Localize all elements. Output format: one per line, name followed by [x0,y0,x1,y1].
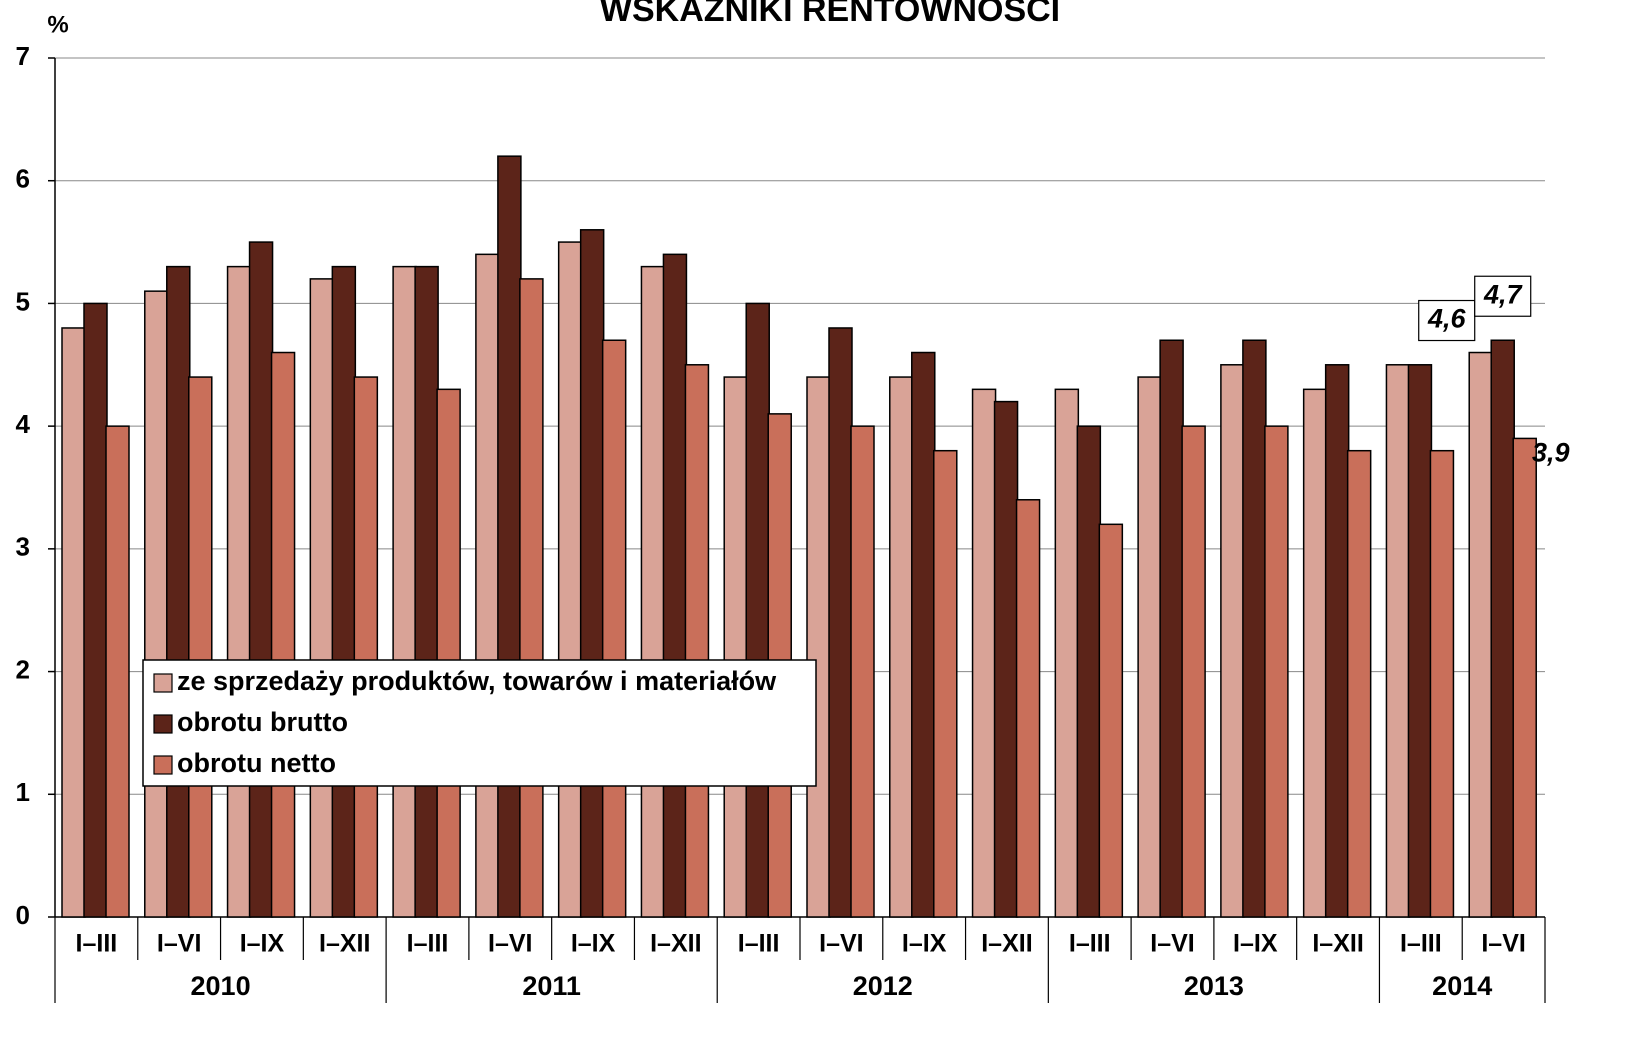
bar [1076,425,1102,918]
bar [933,449,958,918]
bar [475,253,500,918]
bar [828,327,853,918]
bar [436,388,461,918]
bar [579,229,605,918]
x-tick-label: I–XII [319,930,370,958]
bar [1264,425,1289,918]
y-tick-label: 2 [16,654,30,684]
bar [971,388,997,918]
bar [662,253,688,918]
x-tick-label: I–III [76,930,118,958]
bar [911,351,936,918]
y-tick-label: 3 [16,532,30,562]
bar [353,376,379,918]
bar [745,302,770,918]
x-tick-label: I–VI [488,930,532,958]
bar [226,265,252,918]
chart-title: WSKAŹNIKI RENTOWNOŚCI [600,0,1060,29]
bar [723,376,748,918]
y-tick-label: 0 [16,900,30,930]
y-axis-label: % [47,11,68,38]
bar [1407,364,1433,918]
bar [519,278,544,918]
bar [309,278,335,918]
bar [1181,425,1206,918]
bar [1324,364,1350,918]
x-tick-label: I–XII [1312,930,1363,958]
data-label: 4,7 [1483,279,1524,309]
bar [1468,351,1493,918]
bar [601,339,627,918]
x-tick-label: I–XII [650,930,701,958]
x-tick-label: I–III [738,930,780,958]
bar [248,241,274,918]
year-label: 2013 [1184,971,1244,1001]
x-tick-label: I–III [1400,930,1442,958]
bar [806,376,831,918]
x-tick-label: I–XII [981,930,1032,958]
x-tick-label: I–IX [1233,930,1278,958]
bar [1098,523,1124,918]
bar [684,364,710,918]
year-label: 2014 [1432,971,1492,1001]
bar [993,400,1019,918]
bar [188,376,213,918]
x-tick-label: I–VI [819,930,863,958]
y-tick-label: 4 [16,409,31,439]
bar [1385,364,1411,918]
x-tick-label: I–III [407,930,449,958]
data-label: 4,6 [1427,304,1467,334]
legend-label: obrotu brutto [177,707,348,737]
x-tick-label: I–IX [902,930,947,958]
x-tick-label: I–VI [1150,930,1194,958]
legend-swatch [153,755,173,775]
bar [1302,388,1328,918]
bar [497,155,522,918]
bar [1490,339,1515,918]
x-tick-label: I–III [1069,930,1111,958]
bar [392,265,417,918]
bar [889,376,914,918]
bar [144,290,169,918]
bar [1242,339,1267,918]
bar [414,265,439,918]
data-label-box [1474,275,1532,317]
bar [1429,449,1455,918]
y-tick-label: 6 [16,164,30,194]
legend-label: ze sprzedaży produktów, towarów i materi… [177,666,777,696]
legend-label: obrotu netto [177,748,336,778]
bar [166,265,191,918]
bar [83,302,108,918]
bar [1015,499,1041,918]
y-tick-label: 7 [16,41,30,71]
bar [557,241,583,918]
data-label-box [1418,299,1476,342]
bar [105,425,130,918]
legend-swatch [153,714,173,734]
bar [331,265,357,918]
x-tick-label: I–IX [240,930,285,958]
bar [1220,364,1245,918]
legend-box [142,659,817,787]
y-tick-label: 5 [16,286,30,316]
bar [1512,437,1537,918]
year-label: 2012 [853,971,913,1001]
x-tick-label: I–VI [1481,930,1525,958]
x-tick-label: I–IX [571,930,616,958]
data-label: 3,9 [1532,438,1570,468]
bar [270,351,296,918]
bar [850,425,875,918]
bar [1137,376,1162,918]
year-label: 2011 [522,971,581,1001]
bar [1346,449,1372,918]
bar [1054,388,1080,918]
bar [1159,339,1184,918]
year-label: 2010 [191,971,251,1001]
bar [640,265,666,918]
x-tick-label: I–VI [157,930,201,958]
y-tick-label: 1 [16,777,30,807]
legend-swatch [153,673,173,693]
bar [61,327,86,918]
